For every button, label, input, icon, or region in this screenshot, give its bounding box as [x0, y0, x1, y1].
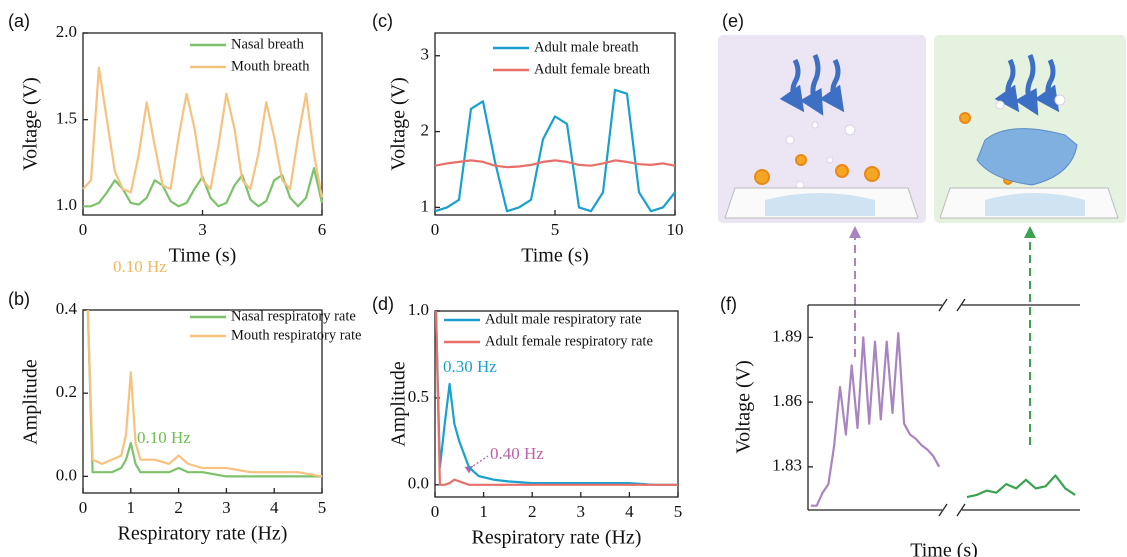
x-tick-label: 0 [79, 220, 88, 239]
x-axis-label: Time (s) [910, 540, 978, 557]
x-tick-label: 1 [479, 502, 488, 521]
panel-label: (a) [8, 11, 30, 31]
y-tick-label: 0.4 [56, 299, 78, 318]
series-line [810, 332, 941, 507]
x-tick-label: 5 [551, 220, 560, 239]
series-line [434, 88, 676, 213]
x-tick-label: 3 [198, 220, 207, 239]
series-line [86, 309, 323, 478]
y-axis-label: Voltage (V) [388, 77, 410, 171]
x-tick-label: 3 [577, 502, 586, 521]
annotation: 0.40 Hz [490, 444, 544, 463]
illustration: (e) [718, 11, 1126, 445]
y-tick-label: 3 [421, 45, 430, 64]
annotation: 0.10 Hz [137, 428, 191, 447]
y-axis-label: Amplitude [20, 359, 42, 445]
panel-label: (d) [372, 294, 394, 314]
x-tick-label: 5 [318, 498, 327, 517]
y-tick-label: 1.86 [772, 391, 802, 410]
x-tick-label: 5 [674, 502, 683, 521]
y-tick-label: 1.0 [56, 195, 77, 214]
x-tick-label: 0 [431, 502, 440, 521]
x-tick-label: 0 [431, 220, 440, 239]
y-tick-label: 0.5 [408, 387, 429, 406]
legend-label: Adult male respiratory rate [485, 311, 642, 327]
y-tick-label: 0.0 [408, 474, 429, 493]
legend-label: Adult female respiratory rate [485, 333, 653, 349]
legend-label: Adult male breath [534, 39, 639, 55]
x-tick-label: 4 [625, 502, 634, 521]
mask [976, 128, 1078, 186]
x-tick-label: 2 [528, 502, 537, 521]
legend-label: Nasal respiratory rate [231, 308, 356, 324]
y-tick-label: 1.5 [56, 109, 77, 128]
series-line [966, 474, 1076, 499]
panel-label: (e) [722, 11, 744, 31]
y-tick-label: 1.83 [772, 456, 802, 475]
annotation-arrow [464, 455, 489, 474]
x-axis-label: Respiratory rate (Hz) [118, 523, 288, 545]
x-tick-label: 4 [270, 498, 279, 517]
plot-frame [82, 309, 323, 494]
x-tick-label: 0 [79, 498, 88, 517]
annotation: 0.10 Hz [113, 257, 167, 276]
panel-label: (f) [720, 294, 737, 314]
x-tick-label: 3 [222, 498, 231, 517]
x-axis-label: Time (s) [169, 245, 237, 267]
x-tick-label: 1 [127, 498, 136, 517]
particles [754, 112, 1013, 185]
axis-break [956, 503, 966, 517]
plot-frame [434, 310, 679, 498]
legend-label: Mouth respiratory rate [231, 327, 361, 343]
x-tick-label: 10 [667, 220, 684, 239]
legend-label: Nasal breath [231, 36, 305, 52]
y-axis-label: Voltage (V) [733, 360, 755, 454]
y-tick-label: 2 [421, 120, 430, 139]
y-axis-label: Voltage (V) [20, 77, 42, 171]
series-line [434, 310, 678, 486]
droplets [785, 94, 1066, 190]
series-line [434, 159, 676, 169]
annotation: 0.30 Hz [443, 357, 497, 376]
y-tick-label: 1.0 [408, 300, 429, 319]
y-tick-label: 2.0 [56, 22, 77, 41]
x-tick-label: 6 [318, 220, 327, 239]
axis-break [938, 503, 948, 517]
legend-label: Adult female breath [534, 61, 651, 77]
y-tick-label: 0.2 [56, 382, 77, 401]
series-line [86, 309, 322, 478]
sensor [724, 187, 1119, 219]
y-axis-label: Amplitude [388, 361, 410, 447]
axis-break [938, 298, 948, 312]
y-tick-label: 1.89 [772, 326, 802, 345]
y-tick-label: 0.0 [56, 465, 77, 484]
series-line [82, 66, 324, 198]
panel-label: (b) [8, 289, 30, 309]
axis-break [956, 298, 966, 312]
series-line [434, 310, 678, 486]
x-axis-label: Respiratory rate (Hz) [472, 527, 642, 549]
legend-label: Mouth breath [231, 58, 310, 74]
x-axis-label: Time (s) [521, 245, 589, 267]
y-tick-label: 1 [421, 196, 430, 215]
panel-label: (c) [372, 11, 393, 31]
x-tick-label: 2 [174, 498, 183, 517]
airflow [779, 54, 1060, 116]
